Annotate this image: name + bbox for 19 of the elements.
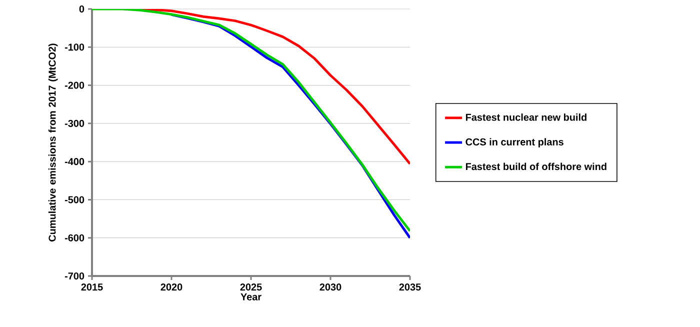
x-tick-label: 2030 (320, 284, 342, 291)
x-tick-label: 2035 (399, 284, 421, 291)
y-tick-label: -200 (64, 82, 84, 89)
y-axis-title: Cumulative emissions from 2017 (MtCO2) (48, 44, 58, 242)
legend-label: CCS in current plans (466, 138, 564, 148)
y-tick-label: -400 (64, 158, 84, 166)
y-tick-label: -300 (64, 120, 84, 127)
line-series (170, 13, 410, 240)
y-tick-label: -700 (64, 272, 84, 280)
x-tick-label: 2015 (81, 284, 103, 291)
x-axis-title: Year (240, 293, 262, 300)
x-tick-label: 2025 (240, 284, 262, 291)
legend-label: Fastest nuclear new build (466, 113, 586, 121)
y-tick-label: -500 (64, 196, 84, 204)
y-tick-label: 0 (79, 5, 84, 13)
y-tick-label: -100 (64, 44, 84, 51)
legend-label: Fastest build of offshore wind (466, 162, 606, 170)
x-tick-label: 2020 (160, 284, 182, 291)
y-tick-label: -600 (64, 234, 84, 242)
